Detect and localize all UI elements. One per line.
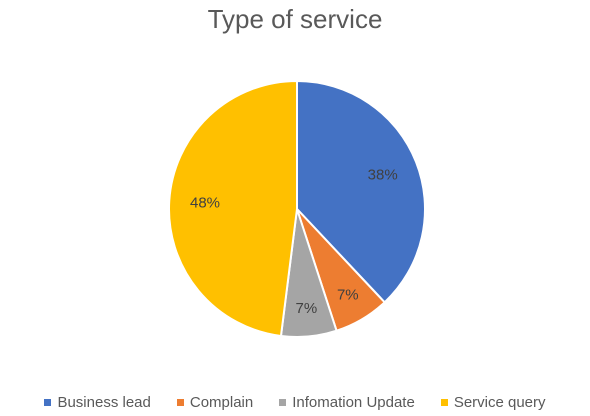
legend-label-service-query: Service query (453, 393, 546, 411)
legend-item-complain: Complain (176, 393, 254, 411)
legend-item-business-lead: Business lead (44, 393, 151, 411)
data-label-infomation-update: 7% (296, 300, 318, 317)
legend-label-infomation-update: Infomation Update (292, 393, 415, 411)
legend-label-business-lead: Business lead (57, 393, 151, 411)
data-label-service-query: 48% (190, 195, 220, 212)
legend-swatch-service-query (440, 398, 448, 406)
pie-chart: 38% 7% 7% 48% (168, 80, 426, 338)
legend-item-infomation-update: Infomation Update (279, 394, 415, 411)
pie-slice-service-query (168, 80, 298, 337)
legend-swatch-business-lead (44, 398, 52, 406)
legend-swatch-infomation-update (279, 398, 287, 406)
legend-item-service-query: Service query (440, 393, 546, 411)
chart-legend: Business lead Complain Infomation Update… (0, 391, 590, 413)
legend-label-complain: Complain (189, 393, 254, 411)
data-label-business-lead: 38% (368, 167, 398, 184)
data-label-complain: 7% (337, 286, 359, 303)
legend-swatch-complain (176, 398, 184, 406)
chart-title: Type of service (207, 4, 383, 34)
pie-slice-business-lead (296, 80, 426, 304)
